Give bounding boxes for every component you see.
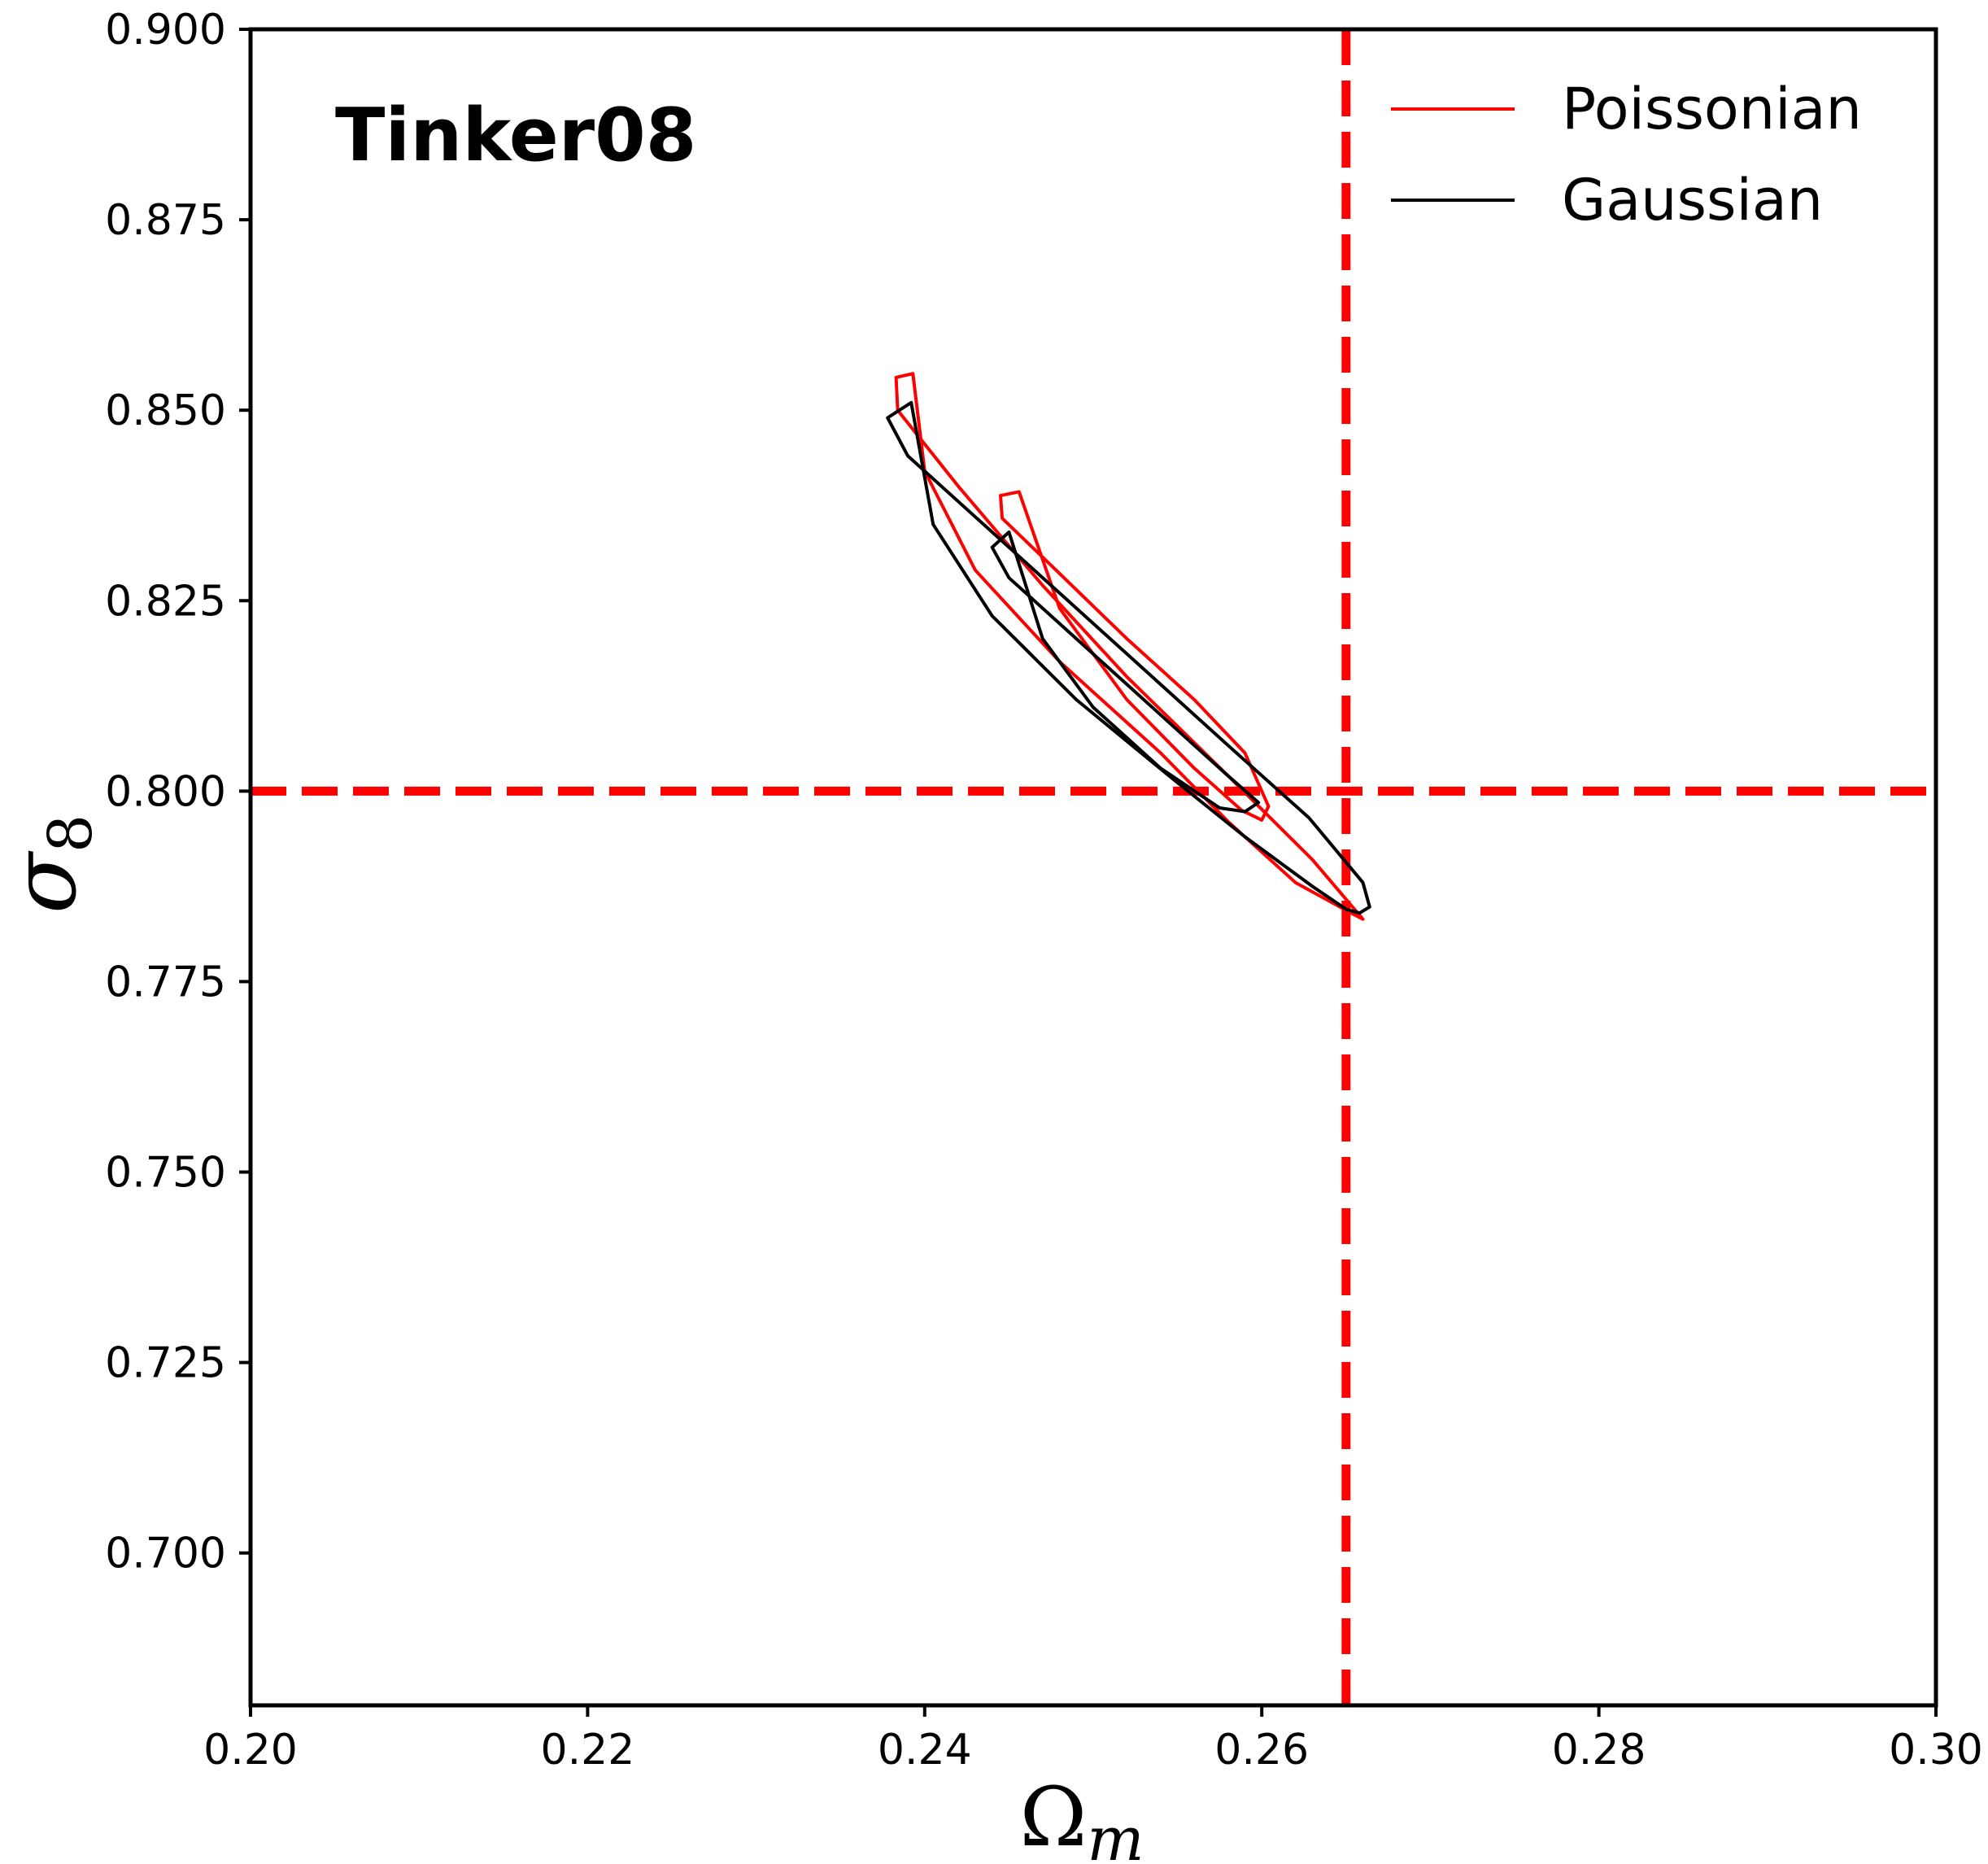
y-tick-label: 0.700 [105, 1530, 226, 1578]
contour-layer [886, 372, 1371, 921]
y-tick-label: 0.800 [105, 767, 226, 816]
contour-gaussian-2-sigma [886, 400, 1371, 915]
y-axis-title: σ8 [0, 814, 106, 914]
x-tick-label: 0.28 [1552, 1726, 1646, 1775]
y-tick-label: 0.725 [105, 1339, 226, 1388]
contour-poissonian-1-sigma [999, 490, 1271, 822]
x-axis-ticks: 0.20 0.22 0.24 0.26 0.28 0.30 [203, 1705, 1983, 1775]
plot-frame [248, 27, 1938, 1708]
y-tick-label: 0.750 [105, 1149, 226, 1198]
legend-label-gaussian: Gaussian [1562, 167, 1823, 234]
panel-annotation: Tinker08 [335, 93, 696, 178]
y-tick-label: 0.900 [105, 6, 226, 55]
x-tick-label: 0.24 [878, 1726, 972, 1775]
y-tick-label: 0.775 [105, 958, 226, 1006]
x-axis-title: Ωm [1019, 1770, 1144, 1864]
y-tick-label: 0.875 [105, 196, 226, 245]
legend: Poissonian Gaussian [1391, 76, 1862, 234]
reference-lines [251, 29, 1936, 1705]
y-axis-ticks: 0.700 0.725 0.750 0.775 0.800 0.825 0.850 0.875… [105, 6, 251, 1578]
contour-gaussian-1-sigma [990, 530, 1261, 814]
x-tick-label: 0.26 [1214, 1726, 1309, 1775]
legend-label-poissonian: Poissonian [1562, 76, 1862, 142]
x-tick-label: 0.30 [1889, 1726, 1983, 1775]
y-tick-label: 0.825 [105, 577, 226, 626]
x-tick-label: 0.20 [203, 1726, 298, 1775]
y-tick-label: 0.850 [105, 386, 226, 435]
x-tick-label: 0.22 [541, 1726, 635, 1775]
